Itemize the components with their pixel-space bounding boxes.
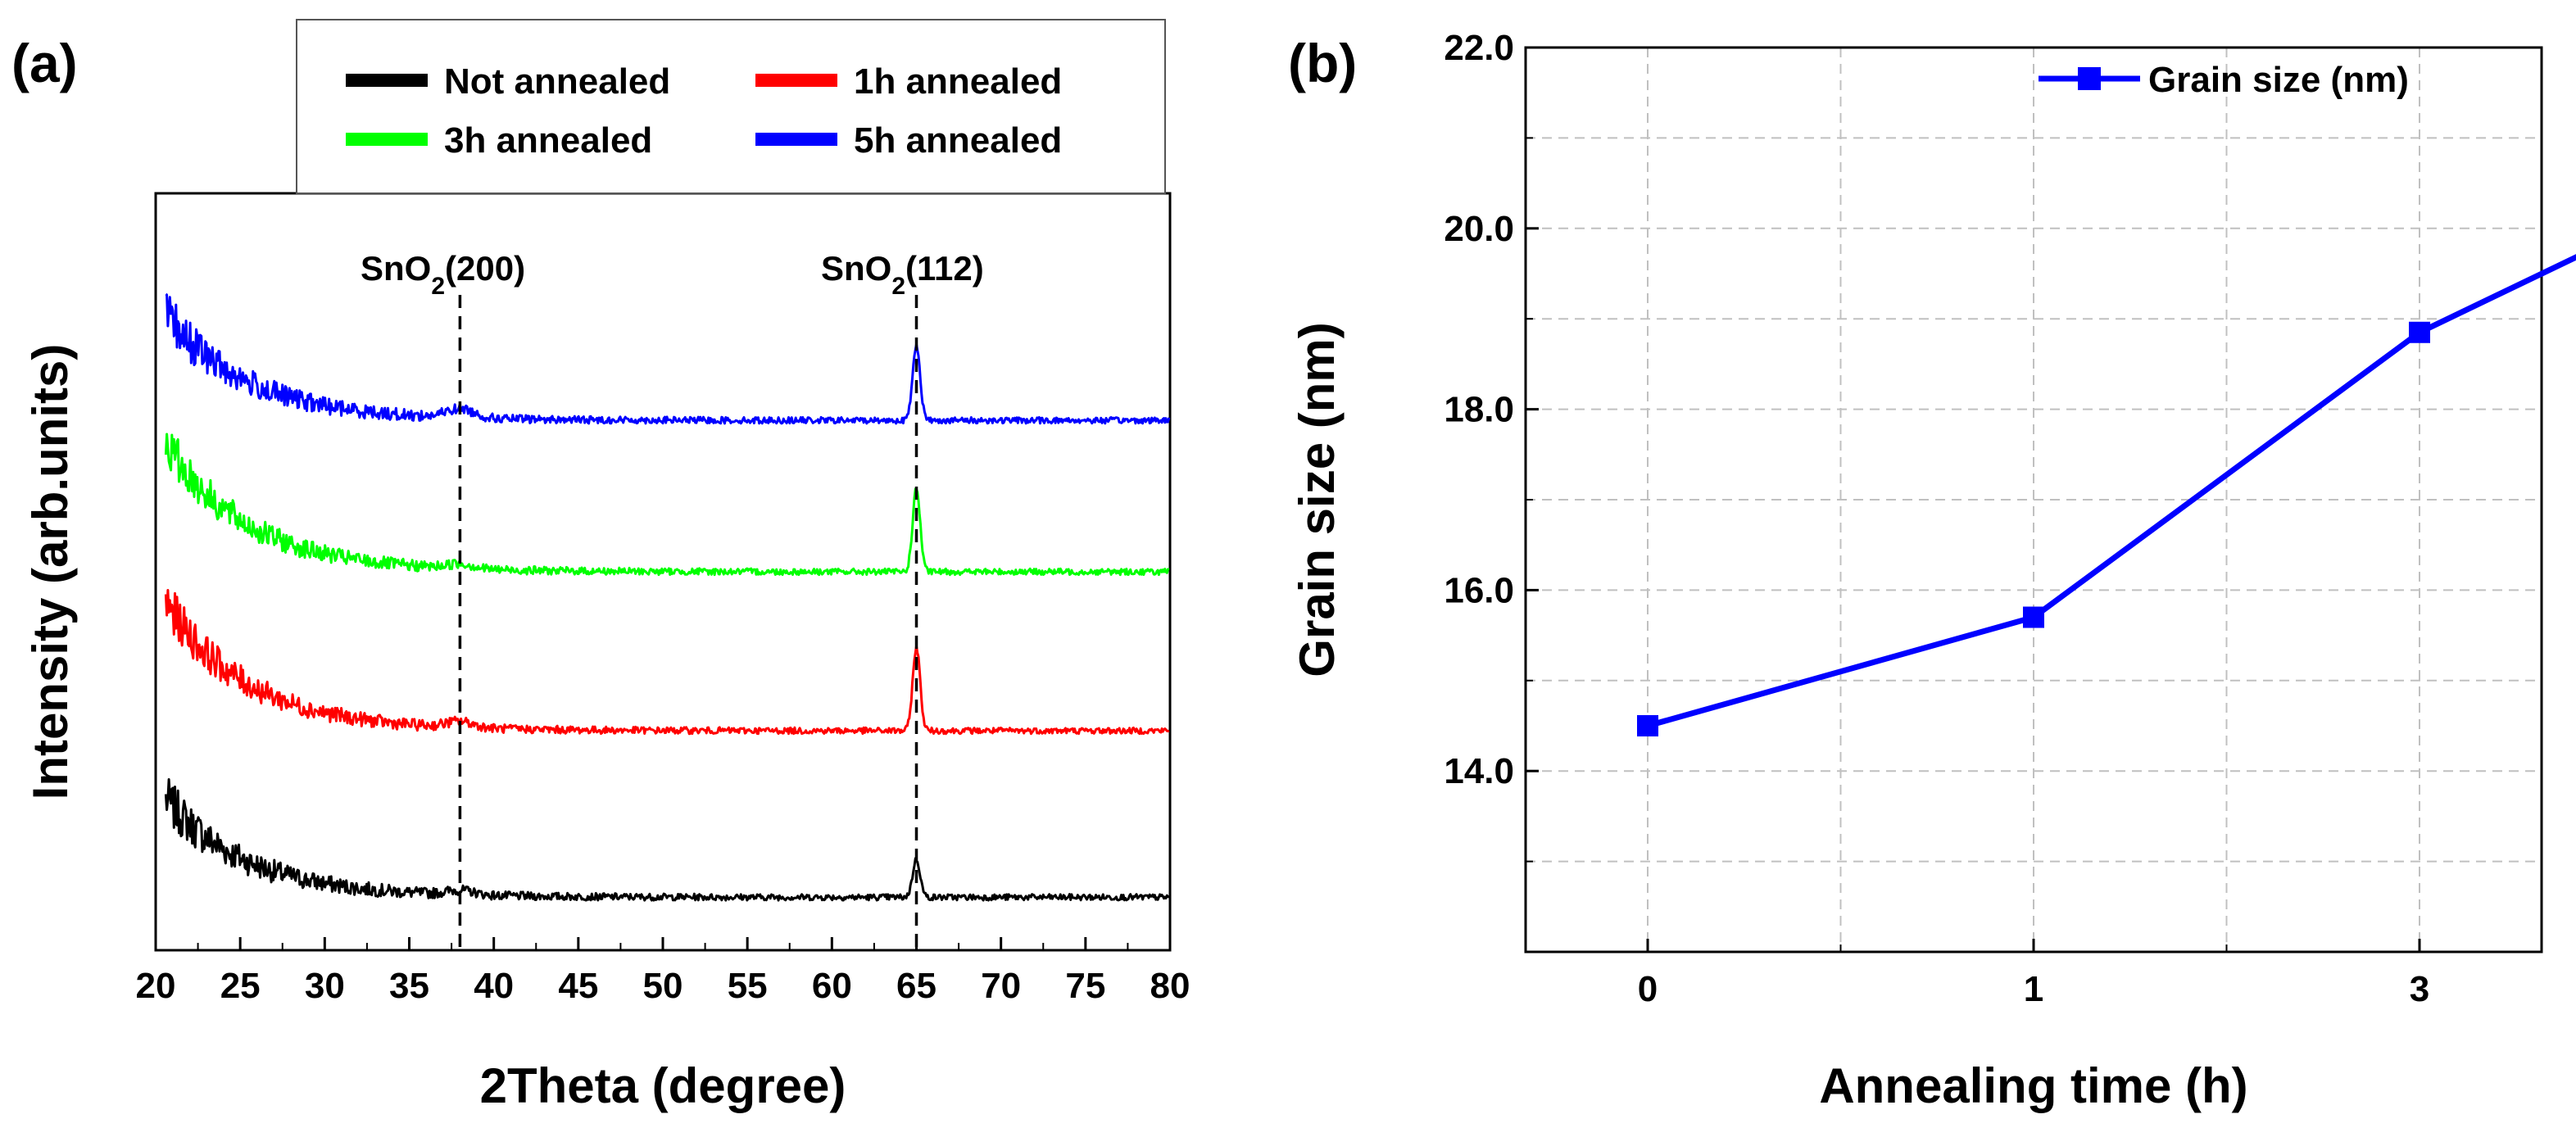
panel-b-label: (b) (1288, 33, 1357, 93)
x-tick-label: 40 (474, 966, 514, 1006)
grain-size-series (1637, 254, 2576, 736)
legend-marker-grain-size (2078, 67, 2101, 90)
x-tick-label: 1 (2024, 969, 2043, 1009)
panel-b-legend: Grain size (nm) (2039, 60, 2409, 100)
trace-not-annealed (164, 778, 1169, 902)
grain-size-line (1647, 254, 2576, 729)
panel-a-y-axis-title: Intensity (arb.units) (23, 344, 78, 800)
x-tick-label: 45 (558, 966, 598, 1006)
xrd-traces (164, 292, 1171, 902)
grain-size-point (2023, 606, 2044, 628)
trace-1h-annealed (164, 589, 1170, 736)
panel-b-x-axis-title: Annealing time (h) (1819, 1058, 2247, 1113)
y-tick-label: 16.0 (1444, 570, 1514, 610)
x-tick-label: 35 (389, 966, 429, 1006)
legend-label-5h: 5h annealed (854, 120, 1062, 161)
y-tick-label: 18.0 (1444, 390, 1514, 430)
x-tick-label: 20 (136, 966, 176, 1006)
legend-label-3h: 3h annealed (444, 120, 652, 161)
panel-a-x-axis-title: 2Theta (degree) (480, 1058, 846, 1113)
panel-b-x-ticks: 0135 (1638, 939, 2429, 1009)
x-tick-label: 55 (728, 966, 768, 1006)
x-tick-label: 70 (981, 966, 1021, 1006)
trace-5h-annealed (165, 292, 1171, 425)
x-tick-label: 3 (2410, 969, 2429, 1009)
panel-b-y-ticks: 14.0 16.0 18.0 20.0 22.0 (1444, 28, 1539, 863)
panel-b-grid (1526, 48, 2542, 952)
panel-b: (b) 14.016.018.020.022.0 0135 Grain size… (1288, 28, 2576, 1113)
legend-label-1h: 1h annealed (854, 61, 1062, 102)
x-tick-label: 25 (220, 966, 261, 1006)
panel-a-legend: Not annealed 1h annealed 3h annealed 5h … (296, 19, 1166, 194)
panel-a-x-ticks: 20 25 30 35 40 45 50 55 60 65 70 75 80 (136, 937, 1190, 1006)
y-tick-label: 22.0 (1444, 28, 1514, 68)
y-tick-label: 20.0 (1444, 209, 1514, 249)
grain-size-point (1637, 715, 1658, 736)
x-tick-label: 75 (1065, 966, 1105, 1006)
panel-b-y-axis-title: Grain size (nm) (1290, 322, 1345, 677)
legend-box (296, 19, 1166, 194)
grain-size-point (2409, 321, 2430, 343)
x-tick-label: 60 (812, 966, 852, 1006)
panel-a: (a) 20 25 30 35 40 45 50 55 60 65 70 75 80 SnO2(200)… (11, 19, 1190, 1113)
y-tick-label: 14.0 (1444, 751, 1514, 791)
panel-a-label: (a) (11, 33, 78, 93)
legend-label-grain-size: Grain size (nm) (2148, 60, 2409, 100)
x-tick-label: 50 (643, 966, 683, 1006)
x-tick-label: 0 (1638, 969, 1658, 1009)
trace-3h-annealed (164, 433, 1170, 577)
reference-lines (458, 295, 918, 950)
x-tick-label: 30 (305, 966, 345, 1006)
annotation-sno2-112: SnO2(112) (821, 249, 984, 300)
x-tick-label: 65 (896, 966, 937, 1006)
x-tick-label: 80 (1150, 966, 1190, 1006)
annotation-sno2-200: SnO2(200) (361, 249, 525, 300)
legend-label-not-annealed: Not annealed (444, 61, 670, 102)
